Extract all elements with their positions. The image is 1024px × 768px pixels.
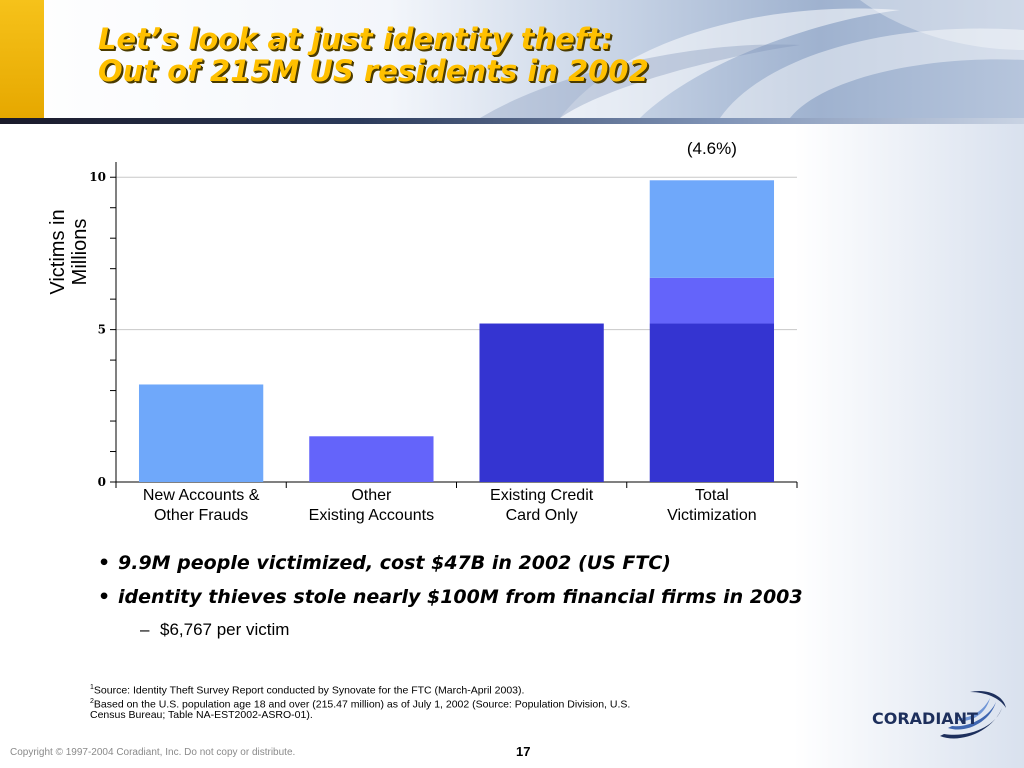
coradiant-swirl-icon bbox=[940, 690, 1006, 739]
footnote-2-text-cont: Census Bureau; Table NA-EST2002-ASRO-01)… bbox=[90, 709, 313, 721]
bullet-glyph: • bbox=[98, 586, 111, 608]
category-label-2-line-1: Card Only bbox=[506, 507, 578, 524]
coradiant-logo-text: CORADIANT bbox=[872, 709, 978, 728]
category-label-0-line-1: Other Frauds bbox=[154, 507, 248, 524]
footnote-2-text: Based on the U.S. population age 18 and … bbox=[93, 698, 631, 711]
footnote-1-marker: 1 bbox=[90, 684, 94, 691]
annotation-0: (4.6%) bbox=[687, 139, 737, 158]
sub-bullet-1: – $6,767 per victim bbox=[140, 620, 289, 640]
footnote-1: 1Source: Identity Theft Survey Report co… bbox=[90, 681, 524, 698]
right-background-stripe bbox=[794, 124, 1024, 768]
background-swoosh bbox=[480, 0, 1024, 118]
footnote-2-marker: 2 bbox=[90, 698, 94, 705]
gold-accent-bar bbox=[0, 0, 44, 118]
slide-title-line-1: Let’s look at just identity theft: bbox=[98, 22, 613, 56]
stacked-bar-chart: 0 5 10 New Accounts & Other Frauds Other Exist… bbox=[47, 139, 798, 524]
y-tick-label-2: 10 bbox=[89, 170, 106, 184]
bullet-2: • identity thieves stole nearly $100M fro… bbox=[98, 586, 803, 608]
sub-bullet-glyph: – bbox=[140, 620, 150, 639]
bar-series0-category2 bbox=[479, 323, 604, 482]
bar-series0-category3 bbox=[649, 323, 775, 482]
category-label-1-line-1: Existing Accounts bbox=[309, 507, 434, 524]
category-label-3-line-1: Victimization bbox=[667, 507, 757, 524]
footnote-2-continued: Census Bureau; Table NA-EST2002-ASRO-01)… bbox=[90, 709, 313, 722]
footnote-1-text: Source: Identity Theft Survey Report con… bbox=[93, 684, 525, 697]
category-label-0-line-0: New Accounts & bbox=[143, 487, 260, 504]
bar-series2-category3 bbox=[649, 180, 775, 278]
header-band bbox=[0, 0, 1024, 118]
bullet-1-text: 9.9M people victimized, cost $47B in 200… bbox=[118, 552, 671, 574]
sub-bullet-1-text: $6,767 per victim bbox=[160, 620, 290, 639]
y-axis-label-line-0: Victims in bbox=[47, 209, 69, 294]
slide-title-line-2: Out of 215M US residents in 2002 bbox=[98, 54, 649, 88]
header-divider bbox=[0, 118, 1024, 124]
bar-series2-category0 bbox=[138, 384, 264, 482]
y-tick-label-1: 5 bbox=[98, 323, 106, 337]
category-label-2-line-0: Existing Credit bbox=[490, 487, 594, 504]
y-tick-label-0: 0 bbox=[98, 475, 106, 489]
bar-series1-category3 bbox=[649, 277, 775, 324]
bar-series1-category1 bbox=[309, 436, 434, 482]
y-axis-label-line-1: Millions bbox=[69, 219, 91, 286]
y-axis-label: Victims in Millions bbox=[47, 209, 91, 294]
bullet-2-text: identity thieves stole nearly $100M from… bbox=[118, 586, 803, 608]
bullet-1: • 9.9M people victimized, cost $47B in 20… bbox=[98, 552, 671, 574]
footnote-2: 2Based on the U.S. population age 18 and… bbox=[90, 695, 630, 712]
page-number: 17 bbox=[516, 744, 531, 759]
category-label-3-line-0: Total bbox=[695, 487, 729, 504]
bullet-glyph: • bbox=[98, 552, 111, 574]
copyright-notice: Copyright © 1997-2004 Coradiant, Inc. Do… bbox=[10, 747, 296, 758]
category-label-1-line-0: Other bbox=[351, 487, 392, 504]
